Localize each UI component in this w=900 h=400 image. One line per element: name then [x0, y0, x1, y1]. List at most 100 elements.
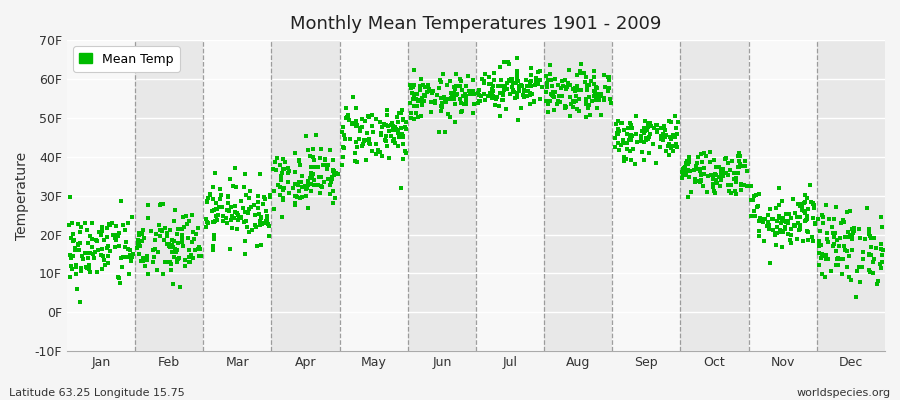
Point — [698, 165, 712, 171]
Point — [234, 214, 248, 221]
Point — [206, 236, 220, 242]
Point — [533, 96, 547, 102]
Point — [724, 190, 738, 196]
Point — [498, 83, 512, 89]
Point — [203, 192, 218, 198]
Point — [694, 150, 708, 157]
Point — [321, 162, 336, 168]
Point — [874, 214, 888, 220]
Point — [350, 144, 365, 150]
Point — [101, 243, 115, 249]
Point — [608, 144, 622, 150]
Point — [500, 59, 515, 65]
Point — [800, 206, 814, 212]
Point — [862, 269, 877, 275]
Point — [140, 202, 155, 208]
Point — [210, 217, 224, 224]
Point — [830, 256, 844, 262]
Point — [70, 220, 85, 227]
Point — [314, 146, 328, 152]
Point — [385, 122, 400, 129]
Point — [861, 267, 876, 274]
Point — [410, 97, 425, 104]
Point — [199, 223, 213, 230]
Point — [73, 240, 87, 246]
Point — [213, 192, 228, 198]
Point — [209, 200, 223, 206]
Point — [663, 119, 678, 125]
Point — [734, 181, 749, 188]
Point — [339, 115, 354, 121]
Point — [111, 232, 125, 239]
Point — [793, 203, 807, 210]
Point — [733, 161, 747, 167]
Point — [131, 242, 146, 249]
Point — [292, 157, 306, 163]
Point — [570, 106, 584, 112]
Point — [150, 249, 165, 256]
Point — [724, 167, 738, 174]
Point — [94, 228, 109, 234]
Point — [867, 256, 881, 263]
Point — [146, 247, 160, 254]
Point — [629, 113, 643, 120]
Point — [510, 94, 525, 101]
Point — [326, 167, 340, 173]
Point — [331, 171, 346, 178]
Point — [450, 91, 464, 97]
Point — [85, 244, 99, 250]
Point — [327, 170, 341, 176]
Point — [238, 217, 253, 224]
Point — [318, 162, 332, 168]
Point — [597, 94, 611, 101]
Point — [171, 240, 185, 246]
Point — [639, 136, 653, 143]
Point — [502, 91, 517, 97]
Point — [326, 168, 340, 174]
Point — [394, 110, 409, 116]
Point — [230, 212, 245, 218]
Point — [845, 234, 859, 240]
Point — [830, 237, 844, 243]
Point — [475, 75, 490, 82]
Point — [227, 215, 241, 221]
Point — [780, 218, 795, 225]
Point — [228, 202, 242, 209]
Point — [392, 110, 406, 116]
Point — [233, 214, 248, 220]
Point — [765, 216, 779, 222]
Point — [132, 240, 147, 246]
Point — [241, 206, 256, 212]
Point — [342, 117, 356, 123]
Point — [874, 265, 888, 272]
Point — [206, 183, 220, 190]
Point — [155, 228, 169, 234]
Point — [873, 260, 887, 267]
Point — [323, 190, 338, 197]
Point — [773, 227, 788, 234]
Point — [820, 236, 834, 242]
Point — [374, 130, 389, 136]
Point — [721, 172, 735, 179]
Point — [256, 200, 271, 207]
Point — [761, 219, 776, 226]
Y-axis label: Temperature: Temperature — [15, 152, 29, 240]
Point — [263, 192, 277, 198]
Point — [511, 117, 526, 124]
Point — [540, 80, 554, 86]
Point — [718, 170, 733, 177]
Point — [664, 136, 679, 143]
Point — [114, 255, 129, 262]
Point — [642, 120, 656, 126]
Point — [140, 270, 155, 277]
Point — [675, 169, 689, 176]
Point — [430, 92, 445, 98]
Point — [659, 148, 673, 155]
Point — [222, 246, 237, 252]
Point — [295, 172, 310, 179]
Point — [323, 147, 338, 153]
Point — [446, 90, 461, 96]
Point — [194, 246, 208, 252]
Point — [73, 229, 87, 235]
Point — [287, 169, 302, 176]
